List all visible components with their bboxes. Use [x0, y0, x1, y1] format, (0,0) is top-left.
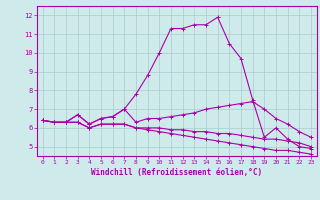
X-axis label: Windchill (Refroidissement éolien,°C): Windchill (Refroidissement éolien,°C) — [91, 168, 262, 177]
